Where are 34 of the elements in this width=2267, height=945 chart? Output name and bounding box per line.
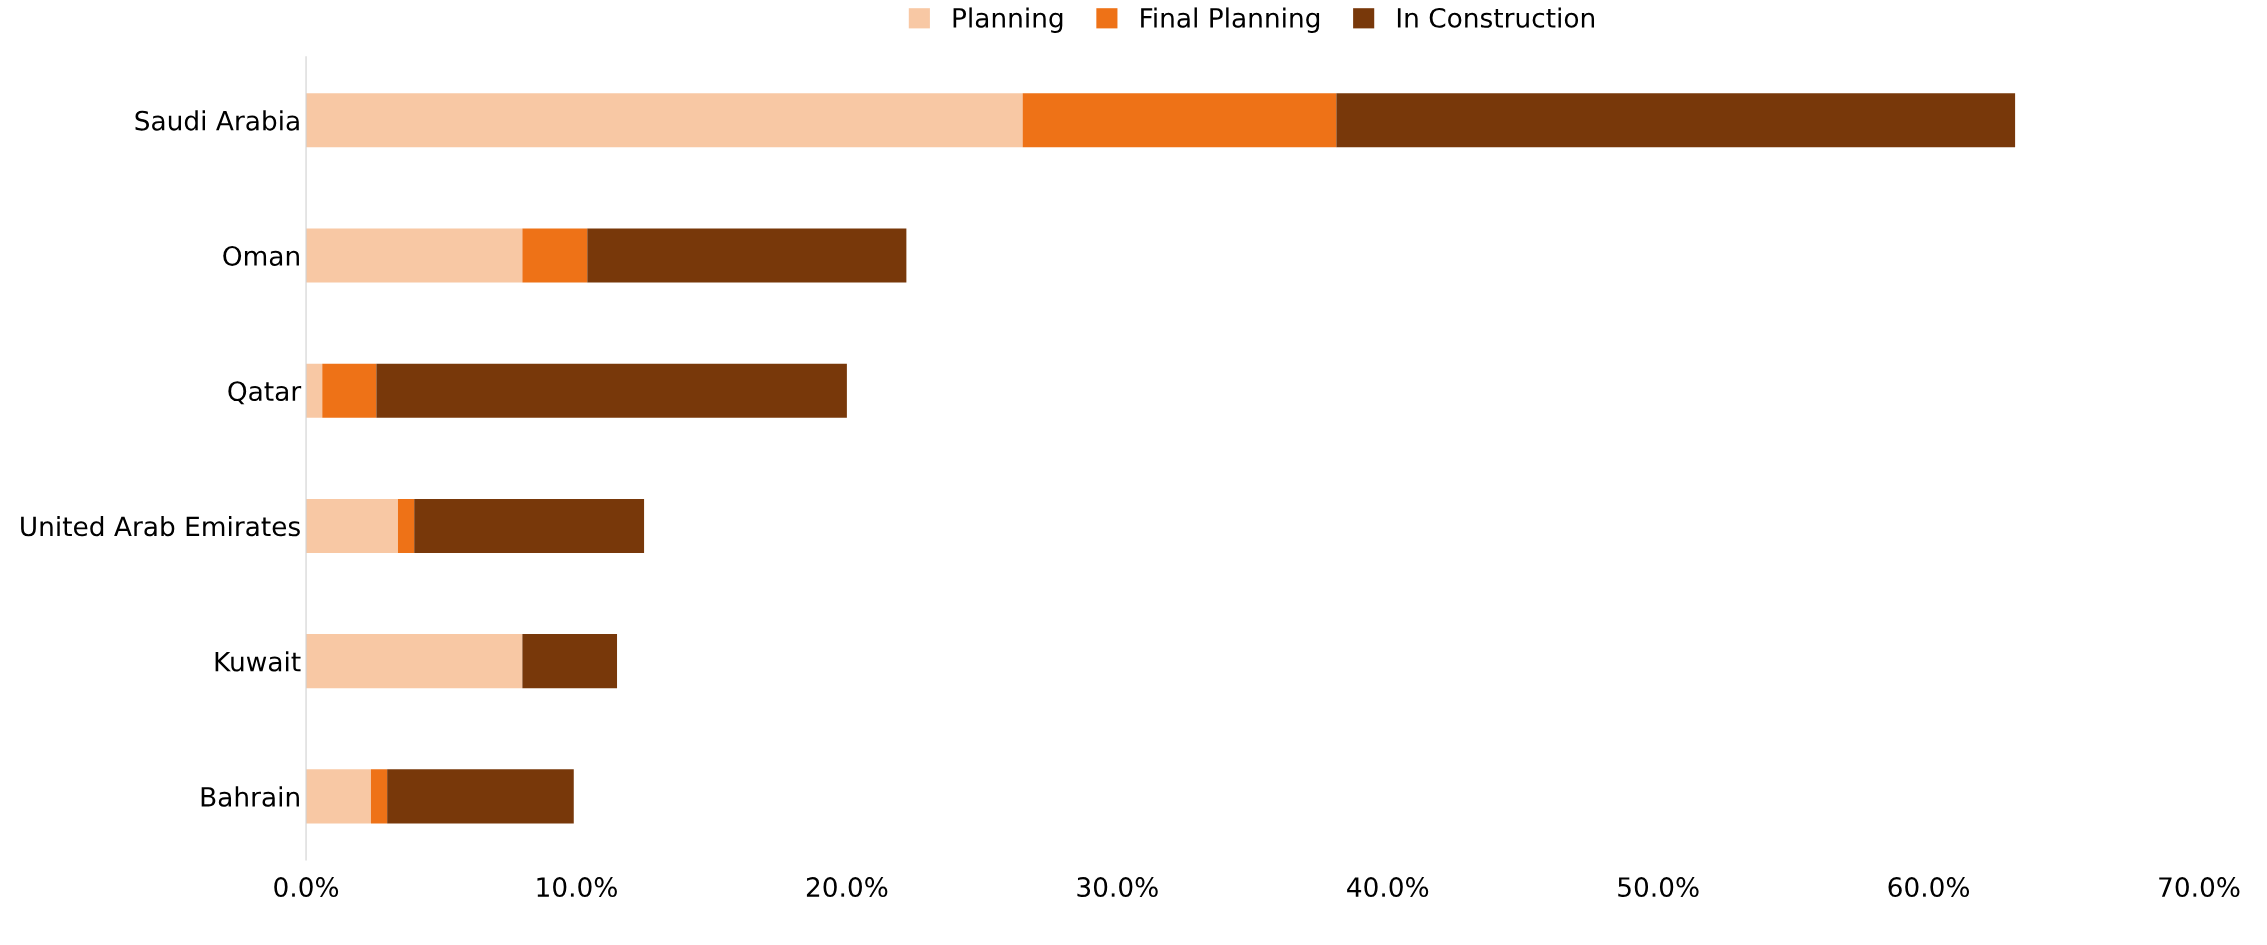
x-tick-label: 50.0% (1618, 877, 1699, 898)
bar (522, 228, 588, 283)
bar (306, 363, 323, 418)
bar (306, 93, 1023, 148)
y-tick-label: United Arab Emirates (21, 515, 300, 537)
legend-label: In Construction (1397, 7, 1595, 28)
x-tick-label: 60.0% (1888, 877, 1970, 898)
bar (370, 769, 388, 824)
legend-label: Final Planning (1141, 7, 1320, 33)
bar (587, 228, 907, 283)
y-tick-label: Oman (223, 245, 299, 266)
bar (1336, 93, 2016, 148)
x-tick-label: 40.0% (1347, 877, 1429, 898)
bar (306, 498, 398, 553)
bar (322, 363, 377, 418)
x-tick-label: 0.0% (274, 877, 339, 898)
x-tick-label: 20.0% (806, 877, 888, 898)
bar (306, 769, 371, 824)
x-tick-label: 70.0% (2159, 877, 2240, 898)
bar (306, 634, 523, 689)
x-tick-label: 30.0% (1077, 877, 1158, 898)
x-tick-label: 10.0% (537, 877, 617, 898)
bar (1022, 93, 1337, 148)
y-tick-label: Qatar (228, 381, 302, 405)
bar (376, 363, 847, 418)
y-tick-label: Saudi Arabia (135, 110, 299, 131)
bar (522, 634, 618, 689)
bar (397, 498, 415, 553)
bar (414, 498, 645, 553)
bar (387, 769, 574, 824)
bar (306, 228, 523, 283)
legend-label: Planning (953, 7, 1063, 33)
y-tick-label: Bahrain (201, 786, 299, 807)
y-tick-label: Kuwait (215, 651, 301, 672)
